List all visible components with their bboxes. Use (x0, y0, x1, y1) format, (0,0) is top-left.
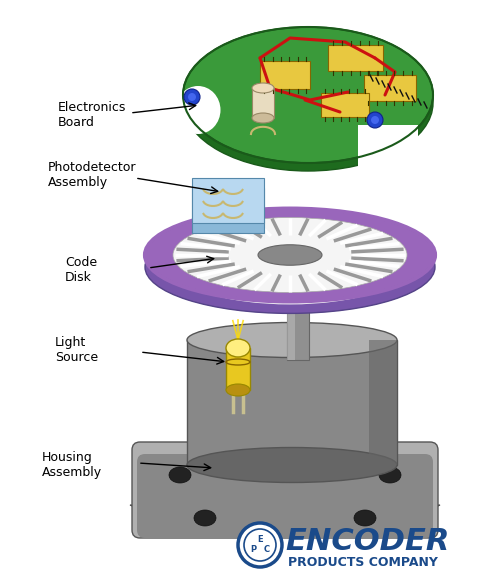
Text: Housing
Assembly: Housing Assembly (42, 451, 102, 479)
Bar (367, 340, 397, 465)
Ellipse shape (145, 209, 435, 301)
Text: Photodetector
Assembly: Photodetector Assembly (48, 161, 136, 189)
Polygon shape (130, 505, 440, 520)
Text: Light
Source: Light Source (55, 336, 98, 364)
Ellipse shape (145, 221, 435, 314)
Bar (287, 260, 309, 360)
Bar (287, 260, 295, 360)
Circle shape (238, 523, 282, 567)
Bar (226, 348, 250, 390)
Ellipse shape (173, 218, 407, 292)
Bar (369, 340, 397, 465)
Bar (260, 61, 310, 89)
Ellipse shape (226, 384, 250, 396)
Circle shape (244, 529, 276, 561)
Bar (252, 88, 274, 118)
Ellipse shape (194, 510, 216, 526)
Text: PRODUCTS COMPANY: PRODUCTS COMPANY (288, 556, 438, 570)
Ellipse shape (226, 339, 250, 357)
Ellipse shape (169, 467, 191, 483)
Ellipse shape (354, 510, 376, 526)
Ellipse shape (145, 221, 435, 314)
Ellipse shape (183, 27, 433, 163)
Bar (328, 45, 383, 71)
Bar (321, 93, 369, 117)
Circle shape (371, 116, 379, 124)
Ellipse shape (176, 86, 220, 134)
Text: Electronics
Board: Electronics Board (58, 101, 126, 129)
Bar (364, 75, 416, 101)
Text: C: C (264, 545, 270, 555)
Circle shape (184, 89, 200, 105)
Ellipse shape (187, 448, 397, 483)
Text: Code
Disk: Code Disk (65, 256, 97, 284)
Ellipse shape (258, 245, 322, 265)
Text: ENCODER: ENCODER (285, 526, 450, 556)
Text: P: P (250, 545, 256, 555)
Bar (187, 340, 397, 465)
Bar (192, 178, 264, 223)
FancyBboxPatch shape (132, 442, 438, 538)
Text: E: E (257, 535, 263, 543)
Ellipse shape (252, 83, 274, 93)
Ellipse shape (183, 35, 433, 171)
Ellipse shape (187, 322, 397, 357)
FancyBboxPatch shape (137, 454, 433, 538)
Ellipse shape (252, 113, 274, 123)
Ellipse shape (379, 467, 401, 483)
Ellipse shape (173, 229, 407, 304)
Ellipse shape (287, 256, 309, 264)
Bar (358, 125, 418, 175)
Circle shape (367, 112, 383, 128)
Bar (192, 188, 264, 233)
Circle shape (188, 93, 196, 101)
